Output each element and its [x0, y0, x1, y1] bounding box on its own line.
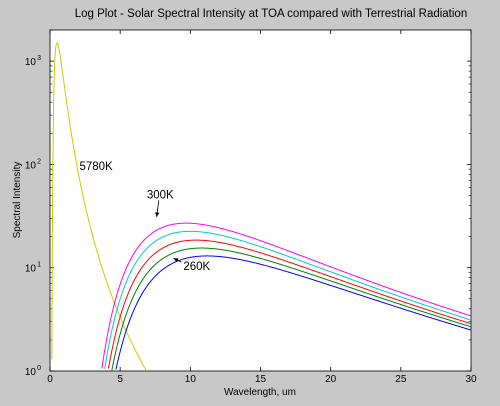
series-line-3: [107, 239, 472, 369]
y-tick-label: 10: [25, 160, 37, 171]
x-tick-label: 15: [255, 374, 267, 385]
y-tick-label: 10: [25, 367, 37, 378]
chart-title: Log Plot - Solar Spectral Intensity at T…: [75, 8, 467, 20]
series-line-1: [101, 222, 472, 369]
x-tick-label: 10: [185, 374, 197, 385]
series-group: [51, 42, 472, 372]
x-tick-label: 0: [47, 374, 53, 385]
annotation-label: 260K: [183, 261, 210, 273]
series-line-0: [51, 42, 147, 372]
annotation-arrowhead: [155, 212, 160, 217]
annotation-label: 300K: [147, 189, 174, 201]
annotation-label: 5780K: [79, 161, 113, 173]
x-axis-label: Wavelength, um: [224, 387, 296, 398]
series-line-4: [111, 247, 472, 372]
series-line-5: [115, 255, 472, 370]
y-tick-exponent: 1: [37, 262, 41, 269]
annotations-group: 5780K 300K 260K: [79, 161, 210, 273]
x-tick-label: 30: [465, 374, 477, 385]
series-line-2: [104, 230, 472, 369]
y-tick-label: 10: [25, 57, 37, 68]
y-tick-label: 10: [25, 264, 37, 275]
x-tick-label: 25: [395, 374, 407, 385]
x-tick-label: 5: [117, 374, 123, 385]
annotation-arrowhead: [173, 258, 179, 263]
y-axis-label: Spectral Intensity: [12, 162, 23, 239]
y-tick-exponent: 2: [37, 158, 41, 165]
y-tick-exponent: 3: [37, 55, 41, 62]
y-tick-exponent: 0: [37, 365, 41, 372]
x-tick-label: 20: [325, 374, 337, 385]
plot-area: [49, 29, 472, 372]
